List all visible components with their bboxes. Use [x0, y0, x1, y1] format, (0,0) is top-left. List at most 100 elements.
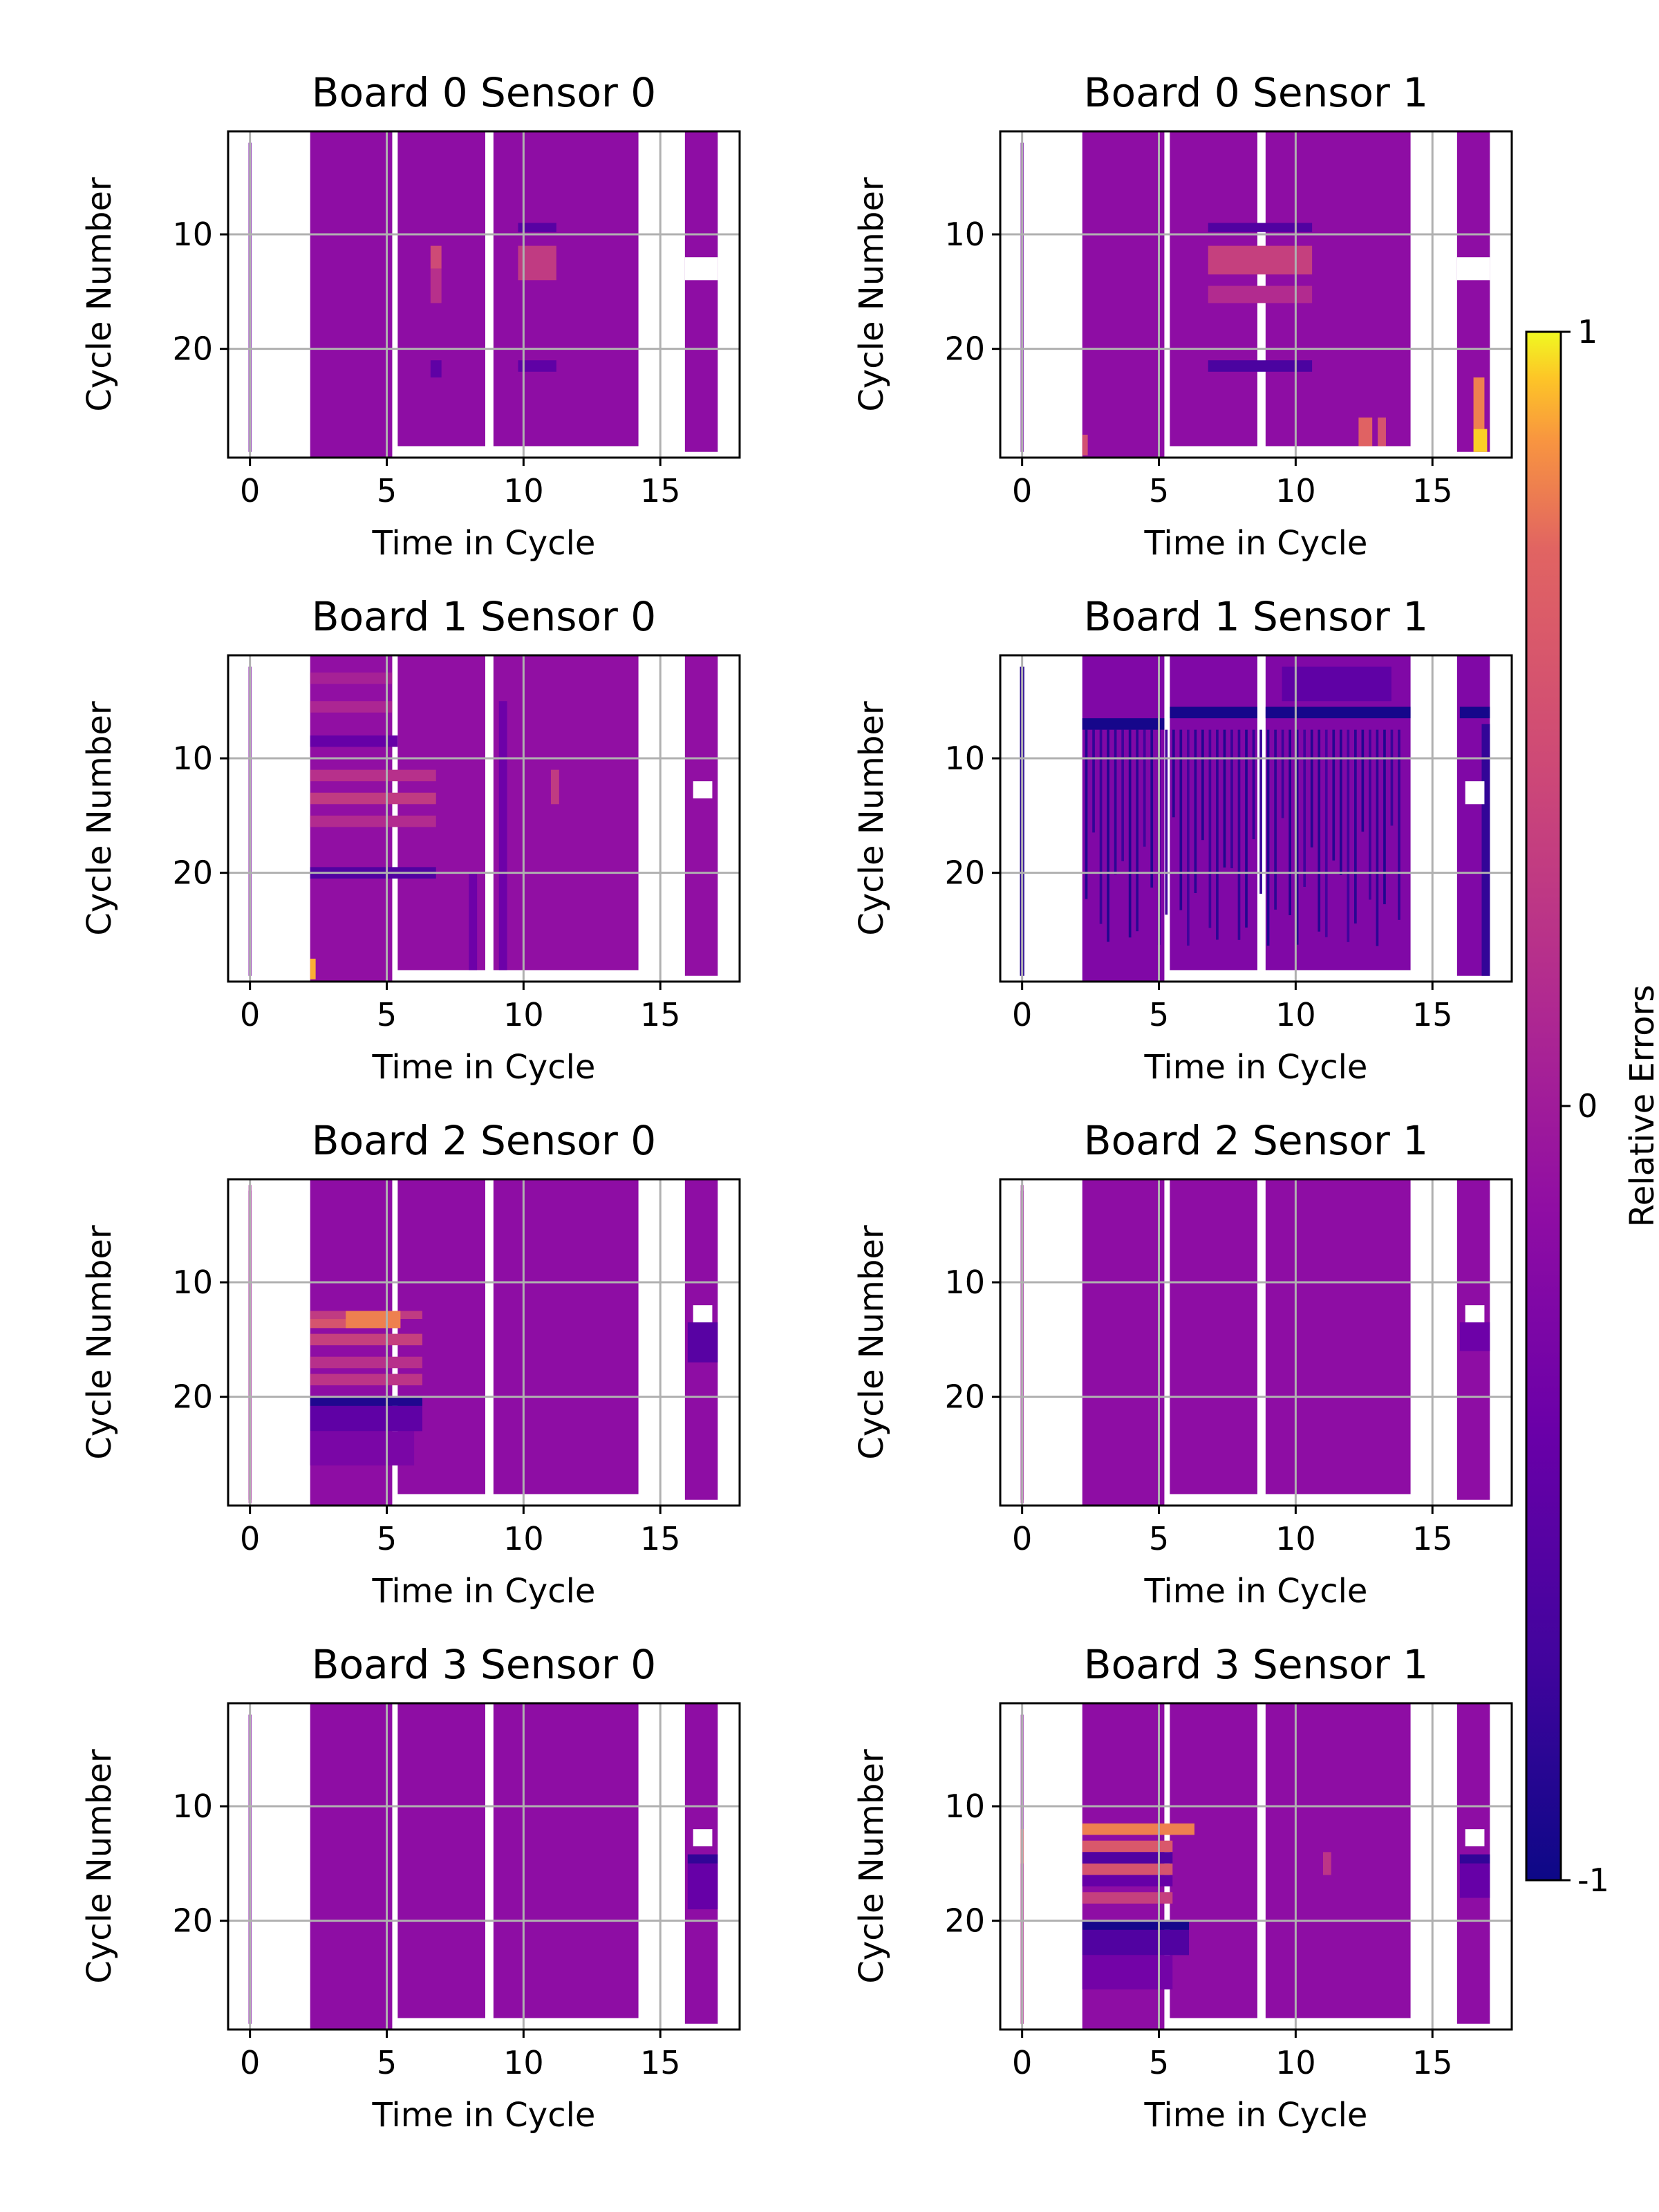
- heatmap-streak: [1172, 729, 1175, 818]
- heatmap-feature: [1322, 1852, 1331, 1875]
- x-tick-label: 10: [1275, 1520, 1316, 1557]
- heatmap-streak: [1361, 729, 1365, 832]
- heatmap-streak: [1208, 729, 1212, 928]
- heatmap-block: [310, 1703, 393, 2030]
- plot-frame: [999, 1702, 1513, 2031]
- heatmap-feature: [1082, 1920, 1190, 1930]
- plot-frame: [227, 130, 741, 459]
- x-tick-label: 0: [1012, 2044, 1032, 2081]
- x-axis-label: Time in Cycle: [372, 524, 596, 563]
- x-axis-label: Time in Cycle: [372, 1572, 596, 1611]
- y-axis-label: Cycle Number: [852, 1749, 891, 1984]
- heatmap-feature: [1378, 418, 1386, 447]
- colorbar-tick-label: 0: [1577, 1087, 1597, 1125]
- heatmap-streak: [1150, 729, 1154, 888]
- heatmap-gap: [693, 1305, 713, 1323]
- x-tick-label: 10: [503, 2044, 544, 2081]
- heatmap-block: [1265, 655, 1411, 971]
- heatmap-feature: [310, 701, 393, 713]
- heatmap-streak: [1223, 729, 1226, 868]
- heatmap-gap: [693, 1829, 713, 1847]
- x-tick-label: 5: [377, 472, 397, 509]
- y-tick-label: 10: [944, 216, 985, 253]
- heatmap-streak: [1165, 729, 1168, 915]
- heatmap-feature: [1082, 1852, 1173, 1864]
- heatmap-feature: [310, 735, 398, 747]
- y-tick-label: 10: [172, 1264, 213, 1301]
- heatmap-block: [493, 131, 639, 447]
- x-tick-label: 10: [1275, 472, 1316, 509]
- heatmap-streak: [1237, 729, 1241, 940]
- heatmap-feature: [430, 268, 442, 303]
- x-tick-label: 0: [1012, 996, 1032, 1033]
- heatmap-feature: [430, 360, 442, 378]
- heatmap-streak: [1245, 729, 1248, 928]
- x-tick-label: 10: [1275, 996, 1316, 1033]
- heatmap-streak: [1310, 729, 1313, 847]
- heatmap-streak: [1281, 729, 1284, 818]
- x-tick-label: 0: [1012, 472, 1032, 509]
- panel-title: Board 3 Sensor 0: [312, 1641, 656, 1688]
- y-tick-label: 20: [172, 1902, 213, 1940]
- heatmap-streak: [1216, 729, 1219, 940]
- x-axis-label: Time in Cycle: [372, 2096, 596, 2135]
- heatmap-streak: [1383, 729, 1386, 905]
- panel: 0 5 10 15 10 20 Board 0 Sensor 0 Time in Cycle C…: [80, 69, 741, 563]
- plot-frame: [999, 130, 1513, 459]
- heatmap-feature: [1082, 1892, 1173, 1904]
- y-axis-label: Cycle Number: [80, 1225, 119, 1460]
- heatmap-streak: [1128, 729, 1132, 938]
- y-tick-label: 10: [172, 1788, 213, 1825]
- panel: 0 5 10 15 10 20 Board 1 Sensor 0 Time in Cycle C…: [80, 593, 741, 1087]
- heatmap-feature: [1170, 706, 1257, 719]
- heatmap-feature: [518, 223, 556, 232]
- heatmap-feature: [310, 1431, 415, 1466]
- heatmap-streak: [1398, 729, 1400, 920]
- heatmap-block: [1082, 131, 1165, 458]
- y-tick-label: 20: [172, 854, 213, 892]
- heatmap-streak: [1114, 729, 1117, 874]
- x-tick-label: 5: [1149, 2044, 1169, 2081]
- heatmap-feature: [1082, 1955, 1173, 1990]
- heatmap-streak: [1259, 729, 1262, 894]
- y-axis-label: Cycle Number: [852, 1225, 891, 1460]
- heatmap-streak: [1354, 729, 1357, 924]
- colorbar-ticks: 1 0 -1: [1561, 313, 1609, 1899]
- heatmap-feature: [1473, 377, 1485, 429]
- heatmap-feature: [1473, 429, 1488, 452]
- heatmap-block: [493, 655, 639, 971]
- heatmap-feature: [1481, 724, 1490, 976]
- heatmap-feature: [310, 815, 436, 827]
- heatmap-streak: [1136, 729, 1139, 932]
- heatmap-streak: [1107, 729, 1109, 942]
- heatmap-feature: [1082, 1823, 1194, 1835]
- heatmap-gap: [1456, 257, 1490, 281]
- heatmap-streak: [1252, 729, 1255, 840]
- panel: 0 5 10 15 10 20 Board 3 Sensor 0 Time in Cycle C…: [80, 1641, 741, 2135]
- heatmap-block: [1170, 1179, 1257, 1494]
- panel: 0 5 10 15 10 20 Board 0 Sensor 1 Time in Cycle C…: [852, 69, 1513, 563]
- heatmap-feature: [1358, 418, 1373, 447]
- x-tick-label: 0: [1012, 1520, 1032, 1557]
- heatmap-block: [684, 131, 718, 452]
- y-tick-label: 10: [172, 216, 213, 253]
- x-tick-label: 5: [377, 1520, 397, 1557]
- x-tick-label: 5: [1149, 472, 1169, 509]
- heatmap-block: [493, 1703, 639, 2018]
- heatmap-feature: [687, 1863, 718, 1910]
- heatmap-block: [397, 1703, 485, 2018]
- y-axis-label: Cycle Number: [852, 177, 891, 412]
- heatmap-gap: [1465, 781, 1485, 805]
- y-tick-label: 20: [944, 1902, 985, 1940]
- heatmap-streak: [1339, 729, 1342, 875]
- x-tick-label: 15: [640, 472, 681, 509]
- x-tick-label: 5: [377, 2044, 397, 2081]
- heatmap-feature: [1459, 1863, 1490, 1898]
- heatmap-feature: [1082, 1840, 1173, 1853]
- colorbar: 1 0 -1 Relative Errors: [1525, 313, 1659, 1899]
- panel: 0 5 10 15 10 20 Board 3 Sensor 1 Time in Cycle C…: [852, 1641, 1513, 2135]
- x-tick-label: 5: [1149, 996, 1169, 1033]
- panel-title: Board 0 Sensor 0: [312, 69, 656, 116]
- heatmap-block: [1170, 1703, 1257, 2018]
